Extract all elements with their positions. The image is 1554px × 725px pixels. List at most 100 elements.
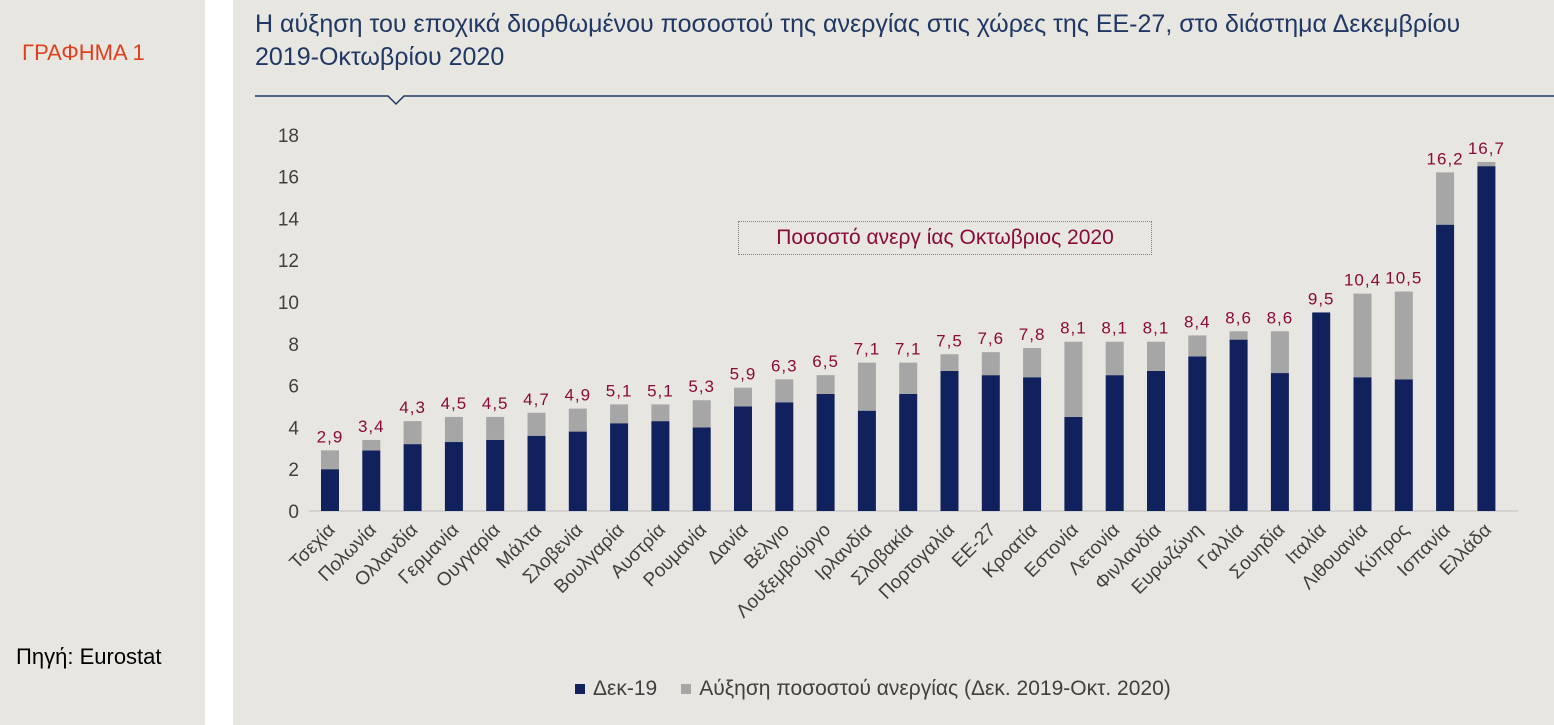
- legend: Δεκ-19 Αύξηση ποσοστού ανεργίας (Δεκ. 20…: [575, 677, 1195, 701]
- data-label: 7,6: [977, 329, 1004, 348]
- bar-increase: [1436, 172, 1455, 225]
- data-label: 10,4: [1344, 271, 1381, 290]
- bar-increase: [1353, 293, 1372, 378]
- y-axis: 0 2 4 6 8 10 12 14 16 18: [278, 126, 1518, 523]
- data-label: 5,1: [606, 381, 633, 400]
- bar-increase: [775, 379, 794, 403]
- bar-increase: [321, 450, 339, 470]
- legend-label-increase: Αύξηση ποσοστού ανεργίας (Δεκ. 2019-Οκτ.…: [699, 677, 1171, 700]
- bar-dec19: [981, 375, 1000, 511]
- bar-increase: [1147, 341, 1165, 371]
- bar-dec19: [734, 406, 752, 511]
- bars: [321, 161, 1496, 512]
- y-tick-label: 4: [288, 418, 299, 439]
- bar-increase: [527, 412, 546, 436]
- data-label: 4,5: [441, 394, 468, 413]
- bar-increase: [486, 416, 505, 440]
- main-panel: [233, 0, 1554, 725]
- bar-increase: [568, 408, 587, 432]
- bar-increase: [444, 416, 463, 443]
- y-tick-label: 12: [278, 251, 299, 272]
- data-label: 4,7: [523, 390, 550, 409]
- bar-dec19: [1147, 370, 1165, 511]
- bar-dec19: [857, 410, 876, 511]
- data-label: 2,9: [317, 427, 344, 446]
- bar-dec19: [940, 370, 959, 511]
- bar-dec19: [651, 421, 670, 511]
- bar-increase: [610, 404, 629, 424]
- bar-dec19: [1436, 224, 1455, 512]
- bar-dec19: [775, 402, 794, 511]
- bar-increase: [816, 375, 835, 394]
- bar-increase: [940, 354, 959, 371]
- data-label: 7,1: [854, 340, 881, 359]
- annotation-box: Ποσοστό ανεργ ίας Οκτωβριος 2020: [738, 221, 1152, 255]
- bar-increase: [1229, 331, 1248, 340]
- annotation-text: Ποσοστό ανεργ ίας Οκτωβριος 2020: [776, 226, 1114, 249]
- data-label: 8,1: [1101, 319, 1128, 338]
- legend-swatch-dec19: [575, 684, 585, 694]
- bar-increase: [857, 362, 876, 411]
- data-label: 7,5: [936, 331, 963, 350]
- data-labels: 2,9 3,4 4,3 4,5 4,5 4,7 4,9 5,1 5,1 5,3 5,9 6,3 6,5 7…: [317, 139, 1505, 446]
- bar-increase: [899, 362, 918, 394]
- bar-dec19: [486, 439, 505, 511]
- bar-dec19: [1023, 377, 1042, 511]
- data-label: 8,6: [1225, 308, 1252, 327]
- bar-dec19: [816, 393, 835, 511]
- bar-increase: [1064, 341, 1083, 417]
- legend-item-dec19: Δεκ-19: [575, 677, 657, 701]
- left-panel: ΓΡΑΦΗΜΑ 1 Πηγή: Eurostat: [0, 0, 205, 725]
- data-label: 9,5: [1308, 289, 1335, 308]
- bar-dec19: [527, 435, 546, 511]
- source-note: Πηγή: Eurostat: [16, 644, 162, 669]
- data-label: 7,8: [1019, 325, 1046, 344]
- data-label: 7,1: [895, 340, 922, 359]
- bar-increase: [651, 404, 670, 422]
- legend-item-increase: Αύξηση ποσοστού ανεργίας (Δεκ. 2019-Οκτ.…: [681, 677, 1171, 701]
- bar-increase: [403, 421, 422, 445]
- bar-dec19: [1064, 416, 1083, 511]
- data-label: 10,5: [1385, 269, 1422, 288]
- bar-dec19: [321, 469, 339, 511]
- bar-dec19: [1312, 312, 1331, 511]
- data-label: 4,9: [564, 386, 591, 405]
- bar-increase: [734, 387, 752, 407]
- graph-label: ΓΡΑΦΗΜΑ 1: [22, 40, 145, 65]
- bar-dec19: [899, 393, 918, 511]
- data-label: 16,7: [1468, 139, 1505, 158]
- bar-increase: [1188, 335, 1207, 357]
- data-label: 6,3: [771, 356, 798, 375]
- bar-dec19: [362, 450, 381, 511]
- data-label: 8,1: [1060, 319, 1087, 338]
- data-label: 16,2: [1427, 149, 1464, 168]
- bar-increase: [981, 352, 1000, 376]
- bar-dec19: [692, 427, 711, 511]
- bar-increase: [1023, 347, 1042, 378]
- y-tick-label: 2: [288, 460, 299, 481]
- bar-dec19: [568, 431, 587, 511]
- data-label: 6,5: [812, 352, 839, 371]
- bar-dec19: [1477, 166, 1496, 511]
- bar-dec19: [1394, 379, 1413, 511]
- y-tick-label: 14: [278, 209, 300, 230]
- title-rule: [255, 95, 1554, 106]
- bar-increase: [692, 400, 711, 428]
- data-label: 4,5: [482, 394, 509, 413]
- data-label: 3,4: [358, 417, 385, 436]
- data-label: 5,1: [647, 381, 674, 400]
- bar-increase: [1477, 161, 1496, 167]
- y-tick-label: 10: [278, 293, 299, 314]
- legend-swatch-increase: [681, 684, 692, 694]
- bar-dec19: [403, 444, 422, 511]
- chart-title: Η αύξηση του εποχικά διορθωμένου ποσοστο…: [255, 10, 1461, 71]
- bar-increase: [362, 439, 381, 451]
- data-label: 8,1: [1143, 319, 1170, 338]
- data-label: 5,9: [730, 365, 757, 384]
- bar-dec19: [1188, 356, 1207, 511]
- bar-dec19: [1353, 377, 1372, 511]
- bar-dec19: [444, 442, 463, 511]
- y-tick-label: 16: [278, 168, 299, 189]
- bar-dec19: [1105, 375, 1124, 511]
